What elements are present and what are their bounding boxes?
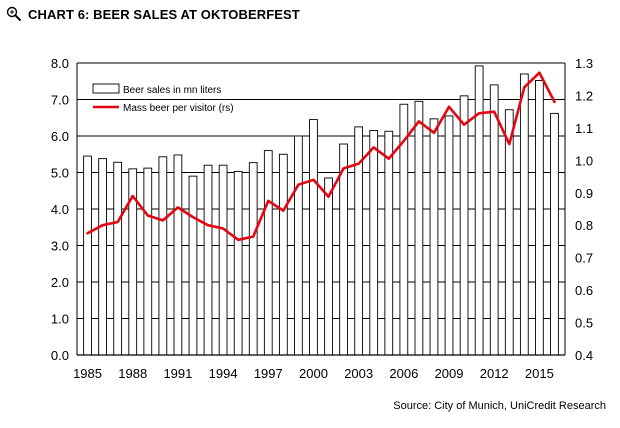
- y-left-tick-label: 2.0: [51, 275, 69, 290]
- y-right-tick-label: 0.9: [575, 186, 593, 201]
- x-tick-label: 1997: [254, 366, 283, 381]
- y-right-tick-label: 0.4: [575, 348, 593, 363]
- bar-series: [83, 65, 559, 356]
- bar: [203, 164, 213, 356]
- bar: [504, 109, 514, 356]
- y-right-tick-label: 1.2: [575, 88, 593, 103]
- bar: [429, 118, 439, 356]
- source-note: Source: City of Munich, UniCredit Resear…: [393, 400, 606, 412]
- zoom-icon[interactable]: [6, 6, 22, 22]
- x-tick-label: 1985: [73, 366, 102, 381]
- x-tick-label: 2015: [525, 366, 554, 381]
- y-right-tick-label: 0.8: [575, 218, 593, 233]
- bar: [444, 115, 454, 356]
- chart-title: CHART 6: BEER SALES AT OKTOBERFEST: [28, 6, 300, 22]
- bar: [519, 73, 529, 356]
- x-tick-label: 2009: [435, 366, 464, 381]
- bar: [158, 156, 168, 356]
- y-right-tick-label: 0.7: [575, 251, 593, 266]
- legend-swatch-bars: [92, 83, 120, 94]
- bar: [294, 135, 303, 356]
- y-left-tick-label: 8.0: [51, 56, 69, 71]
- legend-label-bars: Beer sales in mn liters: [123, 85, 221, 96]
- y-left-tick-label: 6.0: [51, 129, 69, 144]
- bar: [309, 119, 318, 356]
- bar: [263, 150, 273, 356]
- y-right-tick-label: 0.6: [575, 283, 593, 298]
- bar: [83, 155, 92, 356]
- x-tick-label: 2012: [480, 366, 509, 381]
- bar: [489, 84, 499, 356]
- bar: [233, 170, 243, 356]
- bar: [324, 177, 333, 356]
- y-left-tick-label: 0.0: [51, 348, 69, 363]
- y-right-tick-label: 1.1: [575, 121, 593, 136]
- y-left-tick-label: 1.0: [51, 312, 69, 327]
- x-tick-label: 1988: [118, 366, 147, 381]
- bar: [218, 164, 228, 356]
- legend: Beer sales in mn liters Mass beer per vis…: [92, 83, 234, 114]
- line-mass-beer-per-visitor: [86, 71, 556, 242]
- bar: [188, 175, 198, 356]
- y-right-tick-label: 1.0: [575, 153, 593, 168]
- bar: [535, 80, 544, 356]
- bar: [113, 161, 123, 356]
- x-tick-label: 1991: [163, 366, 192, 381]
- bar: [173, 154, 183, 356]
- x-tick-label: 2000: [299, 366, 328, 381]
- y-left-tick-label: 7.0: [51, 93, 69, 108]
- y-left-tick-label: 3.0: [51, 239, 69, 254]
- y-left-tick-label: 4.0: [51, 202, 69, 217]
- bar: [459, 95, 469, 356]
- bar: [278, 153, 288, 356]
- y-left-tick-label: 5.0: [51, 166, 69, 181]
- bar: [414, 100, 424, 356]
- x-tick-label: 2003: [344, 366, 373, 381]
- bar: [550, 112, 559, 356]
- bar: [369, 130, 379, 356]
- y-right-tick-label: 0.5: [575, 316, 593, 331]
- x-tick-label: 1994: [209, 366, 238, 381]
- bar: [384, 130, 394, 356]
- bar: [143, 167, 153, 356]
- bar: [248, 162, 258, 356]
- bar: [474, 65, 484, 356]
- y-right-tick-label: 1.3: [575, 56, 593, 71]
- axes: 0.0 1.0 2.0 3.0 4.0 5.0 6.0 7.0 8.0 0.4 0.5 0.6 0.7 0…: [51, 56, 593, 381]
- gridlines: [77, 62, 565, 356]
- line-series: [86, 71, 556, 242]
- bar: [98, 158, 107, 356]
- legend-label-line: Mass beer per visitor (rs): [123, 103, 234, 114]
- x-tick-label: 2006: [389, 366, 418, 381]
- chart-header: CHART 6: BEER SALES AT OKTOBERFEST: [6, 4, 300, 24]
- chart-area: 0.0 1.0 2.0 3.0 4.0 5.0 6.0 7.0 8.0 0.4 0.5 0.6 0.7 0…: [51, 56, 593, 381]
